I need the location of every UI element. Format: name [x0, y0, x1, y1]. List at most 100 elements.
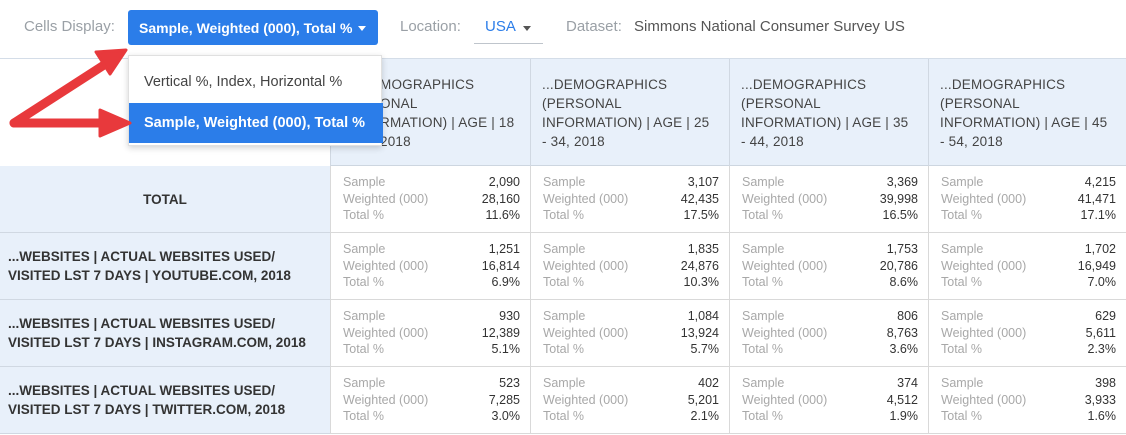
table-cell[interactable]: Sample 806 Weighted (000) 8,763 Total % 3.6% — [729, 300, 928, 367]
metric-value: 7,285 — [488, 392, 520, 407]
metric-label: Total % — [543, 275, 584, 289]
row-header-line: VISITED LST 7 DAYS | YOUTUBE.COM, 2018 — [8, 268, 291, 283]
metric-label: Sample — [742, 309, 785, 323]
table-cell[interactable]: Sample 398 Weighted (000) 3,933 Total % 1.6% — [928, 367, 1126, 434]
metric-label: Sample — [941, 175, 984, 189]
metric-value: 3,369 — [886, 175, 918, 189]
table-cell[interactable]: Sample 930 Weighted (000) 12,389 Total % 5.1% — [330, 300, 530, 367]
metric-label: Sample — [742, 175, 785, 189]
cell-metric-sample: Sample 930 — [343, 308, 520, 325]
menu-option-sample-weighted-total[interactable]: Sample, Weighted (000), Total % — [129, 103, 383, 143]
cell-metric-sample: Sample 2,090 — [343, 174, 520, 191]
row-header[interactable]: TOTAL — [0, 166, 330, 233]
metric-value: 1.6% — [1087, 409, 1117, 423]
metric-value: 398 — [1095, 376, 1116, 390]
column-header[interactable]: ...DEMOGRAPHICS (PERSONAL INFORMATION) |… — [530, 59, 729, 167]
metric-label: Weighted (000) — [742, 325, 828, 340]
metric-value: 3,933 — [1084, 392, 1116, 407]
metric-label: Total % — [742, 342, 783, 356]
cells-display-dropdown[interactable]: Sample, Weighted (000), Total % — [128, 10, 378, 45]
metric-value: 41,471 — [1077, 191, 1116, 206]
metric-value: 1.9% — [889, 409, 919, 423]
cell-metric-total: Total % 5.1% — [343, 341, 520, 358]
table-cell[interactable]: Sample 3,107 Weighted (000) 42,435 Total % 17… — [530, 166, 729, 233]
column-header-line: (PERSONAL — [542, 96, 622, 111]
cell-metric-weighted: Weighted (000) 8,763 — [742, 325, 918, 342]
menu-option-vertical-index-horizontal[interactable]: Vertical %, Index, Horizontal % — [144, 74, 343, 90]
row-header[interactable]: ...WEBSITES | ACTUAL WEBSITES USED/VISIT… — [0, 233, 330, 300]
metric-label: Weighted (000) — [941, 258, 1027, 273]
metric-value: 16.5% — [882, 208, 918, 222]
cell-metric-sample: Sample 1,702 — [941, 241, 1116, 258]
metric-label: Total % — [543, 409, 584, 423]
table-cell[interactable]: Sample 1,084 Weighted (000) 13,924 Total % 5.… — [530, 300, 729, 367]
cell-metric-weighted: Weighted (000) 42,435 — [543, 191, 719, 208]
column-header[interactable]: ...DEMOGRAPHICS (PERSONAL INFORMATION) |… — [729, 59, 928, 167]
metric-label: Sample — [343, 376, 386, 390]
cell-metric-total: Total % 3.6% — [742, 341, 918, 358]
column-header-line: ONAL — [380, 96, 418, 111]
metric-label: Weighted (000) — [941, 325, 1027, 340]
table-cell[interactable]: Sample 629 Weighted (000) 5,611 Total % 2.3% — [928, 300, 1126, 367]
cell-metric-sample: Sample 629 — [941, 308, 1116, 325]
metric-value: 5.1% — [491, 342, 521, 356]
cell-metric-sample: Sample 3,369 — [742, 174, 918, 191]
metric-label: Sample — [543, 376, 586, 390]
row-header-text: TOTAL — [143, 190, 187, 209]
metric-value: 3.0% — [491, 409, 521, 423]
metric-value: 402 — [698, 376, 719, 390]
caret-down-icon — [358, 26, 366, 31]
table-cell[interactable]: Sample 402 Weighted (000) 5,201 Total % 2.1% — [530, 367, 729, 434]
cell-metric-total: Total % 10.3% — [543, 274, 719, 291]
row-header-line: ...WEBSITES | ACTUAL WEBSITES USED/ — [8, 316, 276, 331]
row-header-line: VISITED LST 7 DAYS | INSTAGRAM.COM, 2018 — [8, 335, 306, 350]
column-header-line: ...DEMOGRAPHICS — [741, 77, 867, 92]
table-cell[interactable]: Sample 523 Weighted (000) 7,285 Total % 3.0% — [330, 367, 530, 434]
metric-value: 28,160 — [481, 191, 520, 206]
metric-label: Total % — [343, 275, 384, 289]
metric-label: Total % — [742, 409, 783, 423]
column-header-line: INFORMATION) | AGE | 45 — [940, 115, 1108, 130]
row-header[interactable]: ...WEBSITES | ACTUAL WEBSITES USED/VISIT… — [0, 367, 330, 434]
metric-value: 7.0% — [1087, 275, 1117, 289]
metric-value: 24,876 — [680, 258, 719, 273]
cell-metric-weighted: Weighted (000) 41,471 — [941, 191, 1116, 208]
metric-label: Sample — [742, 242, 785, 256]
column-header-line: - 34, 2018 — [542, 134, 605, 149]
metric-value: 11.6% — [485, 208, 520, 222]
column-header[interactable]: MOGRAPHICS ONAL RMATION) | AGE | 18 2018 — [330, 59, 530, 167]
table-cell[interactable]: Sample 4,215 Weighted (000) 41,471 Total % 17… — [928, 166, 1126, 233]
table-cell[interactable]: Sample 2,090 Weighted (000) 28,160 Total % 11… — [330, 166, 530, 233]
cell-metric-total: Total % 7.0% — [941, 274, 1116, 291]
cell-metric-sample: Sample 1,835 — [543, 241, 719, 258]
metric-label: Weighted (000) — [543, 392, 629, 407]
metric-value: 8.6% — [889, 275, 919, 289]
row-header[interactable]: ...WEBSITES | ACTUAL WEBSITES USED/VISIT… — [0, 300, 330, 367]
table-cell[interactable]: Sample 374 Weighted (000) 4,512 Total % 1.9% — [729, 367, 928, 434]
cell-metric-total: Total % 1.6% — [941, 408, 1116, 425]
table-cell[interactable]: Sample 1,702 Weighted (000) 16,949 Total % 7.… — [928, 233, 1126, 300]
metric-label: Total % — [742, 275, 783, 289]
location-dropdown[interactable]: USA — [474, 12, 543, 44]
metric-label: Weighted (000) — [742, 191, 828, 206]
column-header-line: ...DEMOGRAPHICS — [542, 77, 668, 92]
table-cell[interactable]: Sample 1,251 Weighted (000) 16,814 Total % 6.… — [330, 233, 530, 300]
cell-metric-weighted: Weighted (000) 16,949 — [941, 258, 1116, 275]
table-cell[interactable]: Sample 1,835 Weighted (000) 24,876 Total % 10… — [530, 233, 729, 300]
cell-metric-weighted: Weighted (000) 20,786 — [742, 258, 918, 275]
cell-metric-sample: Sample 4,215 — [941, 174, 1116, 191]
column-header-line: INFORMATION) | AGE | 25 — [542, 115, 710, 130]
column-header[interactable]: ...DEMOGRAPHICS (PERSONAL INFORMATION) |… — [928, 59, 1126, 167]
row-header-line: ...WEBSITES | ACTUAL WEBSITES USED/ — [8, 249, 276, 264]
cell-metric-total: Total % 1.9% — [742, 408, 918, 425]
metric-label: Weighted (000) — [543, 191, 629, 206]
column-header-line: INFORMATION) | AGE | 35 — [741, 115, 909, 130]
metric-value: 17.5% — [683, 208, 719, 222]
cell-metric-weighted: Weighted (000) 5,611 — [941, 325, 1116, 342]
metric-value: 4,215 — [1084, 175, 1116, 189]
metric-value: 3,107 — [687, 175, 719, 189]
metric-label: Total % — [343, 409, 384, 423]
table-cell[interactable]: Sample 3,369 Weighted (000) 39,998 Total % 16… — [729, 166, 928, 233]
metric-value: 523 — [499, 376, 520, 390]
table-cell[interactable]: Sample 1,753 Weighted (000) 20,786 Total % 8.… — [729, 233, 928, 300]
